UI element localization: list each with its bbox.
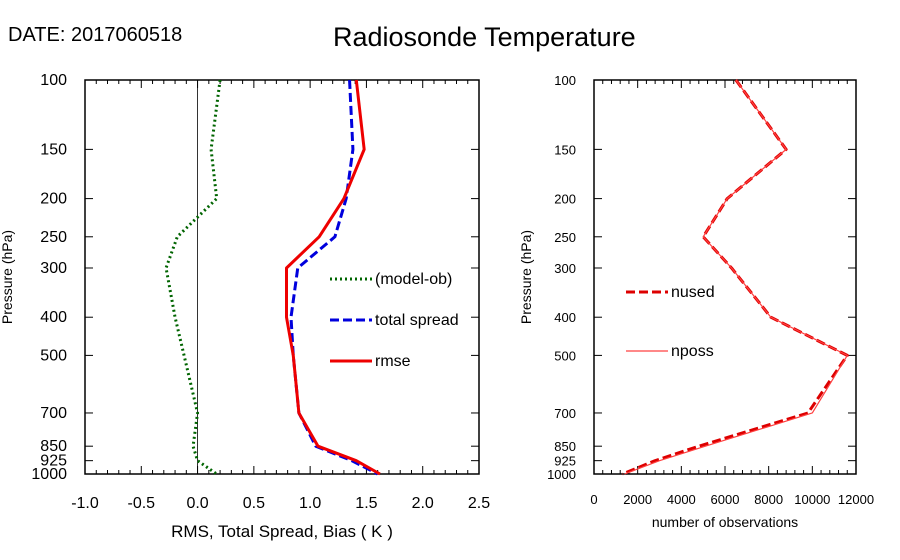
x-tick-label: 4000 (667, 492, 696, 507)
y-tick-label: 400 (554, 310, 576, 325)
y-tick-label: 150 (40, 141, 67, 158)
x-tick-label: 2000 (623, 492, 652, 507)
x-tick-label: 2.0 (412, 495, 434, 512)
series-line-model-ob (164, 79, 222, 476)
y-tick-label: 100 (40, 72, 67, 89)
chart-title: Radiosonde Temperature (333, 22, 636, 52)
x-tick-label: 12000 (838, 492, 874, 507)
x-tick-label: 0.5 (243, 495, 265, 512)
y-tick-label: 1000 (547, 467, 576, 482)
y-tick-label: 700 (554, 406, 576, 421)
y-tick-label: 925 (40, 453, 67, 470)
y-tick-label: 200 (40, 191, 67, 208)
x-tick-label: 8000 (754, 492, 783, 507)
legend-label: total spread (375, 312, 459, 329)
x-tick-label: -1.0 (71, 495, 99, 512)
legend-label: nposs (671, 343, 714, 360)
y-axis-title: Pressure (hPa) (518, 230, 534, 324)
series-line-rmse (285, 79, 381, 476)
x-tick-label: -0.5 (127, 495, 155, 512)
y-tick-label: 500 (40, 347, 67, 364)
series-line-nposs (624, 79, 848, 475)
y-tick-label: 200 (554, 192, 576, 207)
y-tick-label: 250 (40, 229, 67, 246)
legend-label: nused (671, 284, 715, 301)
y-tick-label: 250 (554, 230, 576, 245)
series-line-nused (621, 79, 849, 476)
date-label: DATE: 2017060518 (8, 24, 183, 46)
x-tick-label: 0.0 (186, 495, 208, 512)
y-tick-label: 300 (554, 261, 576, 276)
x-tick-label: 10000 (794, 492, 830, 507)
x-tick-label: 6000 (711, 492, 740, 507)
y-tick-label: 925 (554, 454, 576, 469)
chart-left: -1.0 -0.5 0.0 0.5 1.0 1.5 2.0 2.5 100 150 200 250 30… (0, 72, 490, 541)
y-tick-label: 400 (40, 309, 67, 326)
x-axis-title: number of observations (652, 514, 798, 530)
y-tick-label: 150 (554, 142, 576, 157)
y-tick-label: 850 (40, 438, 67, 455)
series-line-total-spread (289, 79, 379, 476)
y-tick-label: 100 (554, 73, 576, 88)
y-tick-label: 850 (554, 439, 576, 454)
plot-frame (593, 79, 857, 475)
chart-right: 0 2000 4000 6000 8000 10000 12000 100 150 200 250 3… (518, 73, 874, 530)
plot-frame (84, 79, 480, 475)
y-tick-label: 1000 (31, 466, 67, 483)
y-tick-label: 700 (40, 405, 67, 422)
y-tick-label: 500 (554, 348, 576, 363)
x-tick-label: 2.5 (468, 495, 490, 512)
legend-label: rmse (375, 353, 411, 370)
x-axis-title: RMS, Total Spread, Bias ( K ) (171, 522, 393, 541)
y-tick-label: 300 (40, 260, 67, 277)
x-tick-label: 0 (590, 492, 597, 507)
legend-label: (model-ob) (375, 271, 452, 288)
y-axis-title: Pressure (hPa) (0, 230, 15, 324)
x-tick-label: 1.5 (355, 495, 377, 512)
x-tick-label: 1.0 (299, 495, 321, 512)
